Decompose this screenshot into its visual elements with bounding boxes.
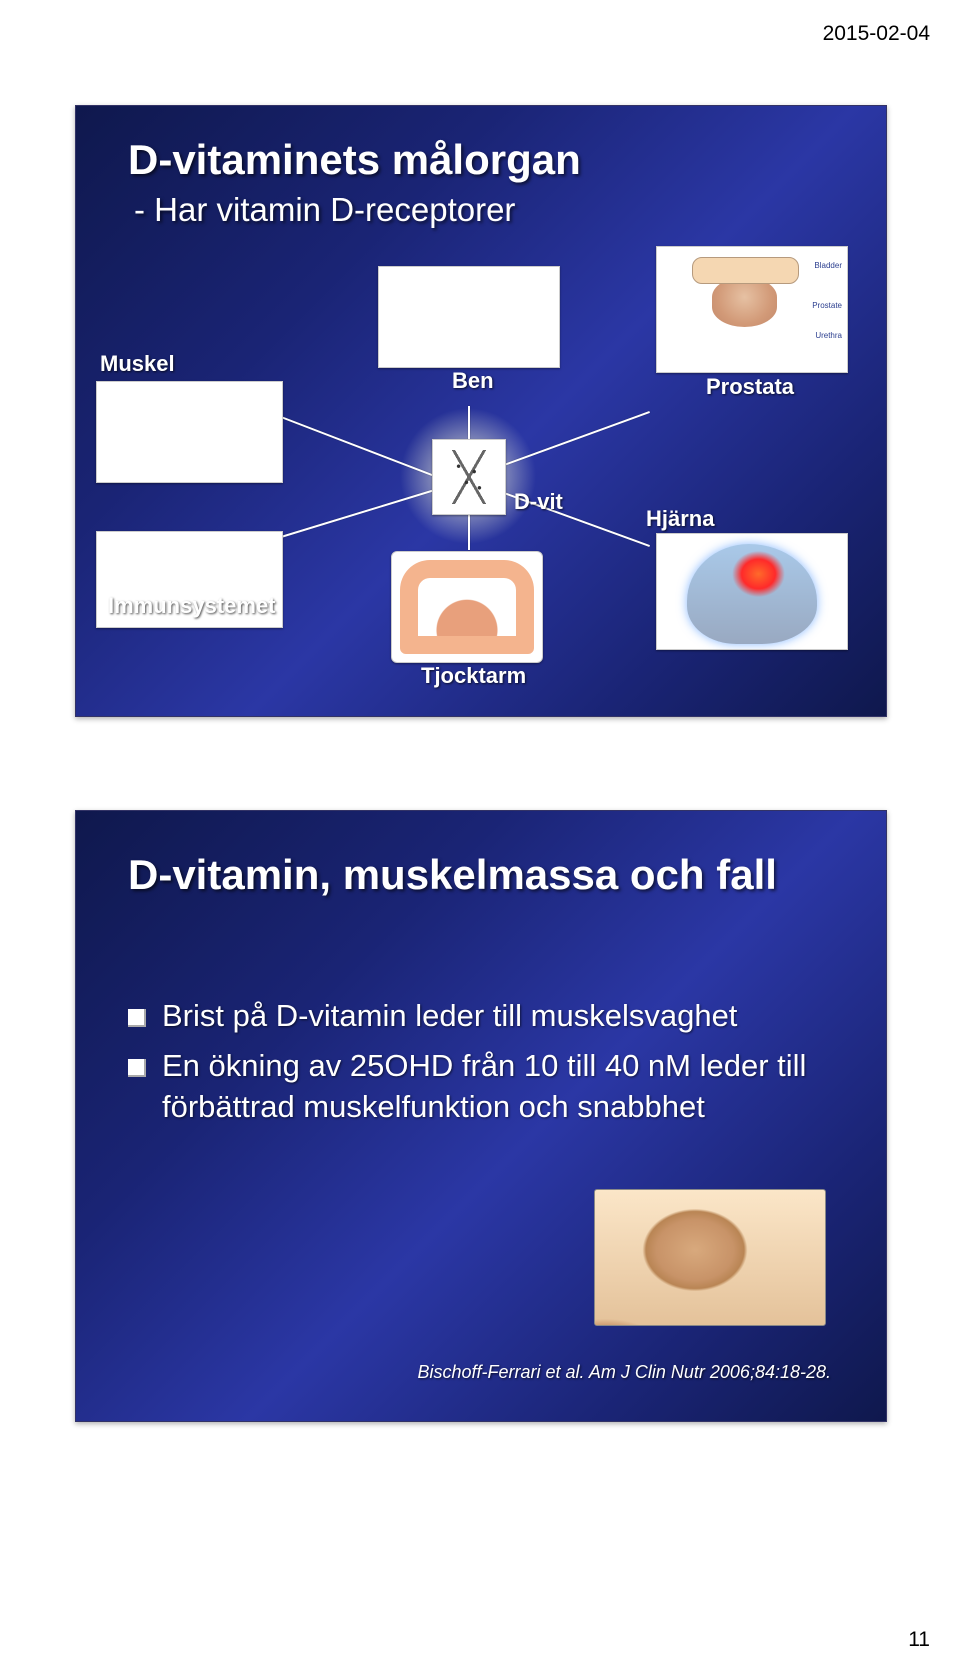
muskel-label: Muskel xyxy=(100,351,283,377)
arm-muscle-image xyxy=(594,1189,826,1326)
bullet-text: Brist på D-vitamin leder till muskelsvag… xyxy=(162,996,737,1036)
ben-label: Ben xyxy=(452,368,494,394)
prostate-inner-prostate: Prostate xyxy=(812,301,842,310)
immun-node: Immunsystemet xyxy=(96,531,283,628)
page-number: 11 xyxy=(908,1628,930,1652)
colon-image xyxy=(391,551,543,663)
ben-node: Ben xyxy=(378,266,560,368)
prostate-inner-bladder: Bladder xyxy=(814,261,842,270)
slide1-subtitle: - Har vitamin D-receptorer xyxy=(134,191,515,229)
bullet-text: En ökning av 25OHD från 10 till 40 nM le… xyxy=(162,1046,828,1127)
bullet-list: Brist på D-vitamin leder till muskelsvag… xyxy=(128,996,828,1137)
brain-image xyxy=(656,533,848,650)
prostata-node: Bladder Prostate Urethra Prostata xyxy=(656,246,848,373)
page: 2015-02-04 D-vitaminets målorgan - Har v… xyxy=(0,0,960,1672)
bullet-row: Brist på D-vitamin leder till muskelsvag… xyxy=(128,996,828,1036)
page-date: 2015-02-04 xyxy=(823,22,930,46)
prostate-inner-urethra: Urethra xyxy=(815,331,842,340)
citation: Bischoff-Ferrari et al. Am J Clin Nutr 2… xyxy=(418,1362,832,1383)
bullet-marker-icon xyxy=(128,1059,146,1077)
tjocktarm-label: Tjocktarm xyxy=(421,663,526,689)
slide-muscle-fall: D-vitamin, muskelmassa och fall Brist på… xyxy=(75,810,887,1422)
d-vit-node: D-vit xyxy=(432,439,506,515)
slide-target-organs: D-vitaminets målorgan - Har vitamin D-re… xyxy=(75,105,887,717)
diagram: D-vit Ben Bladder Prostate Urethra Prost… xyxy=(96,256,866,696)
d-vit-label: D-vit xyxy=(514,489,563,515)
muskel-node: Muskel xyxy=(96,351,283,483)
slide2-title: D-vitamin, muskelmassa och fall xyxy=(128,851,777,899)
bullet-row: En ökning av 25OHD från 10 till 40 nM le… xyxy=(128,1046,828,1127)
prostata-label: Prostata xyxy=(706,374,794,400)
bullet-marker-icon xyxy=(128,1009,146,1027)
d-vit-molecule-icon xyxy=(432,439,506,515)
tjocktarm-node: Tjocktarm xyxy=(391,551,543,663)
muscle-image xyxy=(96,381,283,483)
hjarna-label: Hjärna xyxy=(646,506,714,532)
bone-image xyxy=(378,266,560,368)
slide1-title: D-vitaminets målorgan xyxy=(128,136,581,184)
prostate-image: Bladder Prostate Urethra xyxy=(656,246,848,373)
immun-label: Immunsystemet xyxy=(108,593,276,619)
hjarna-node: Hjärna xyxy=(656,501,848,650)
